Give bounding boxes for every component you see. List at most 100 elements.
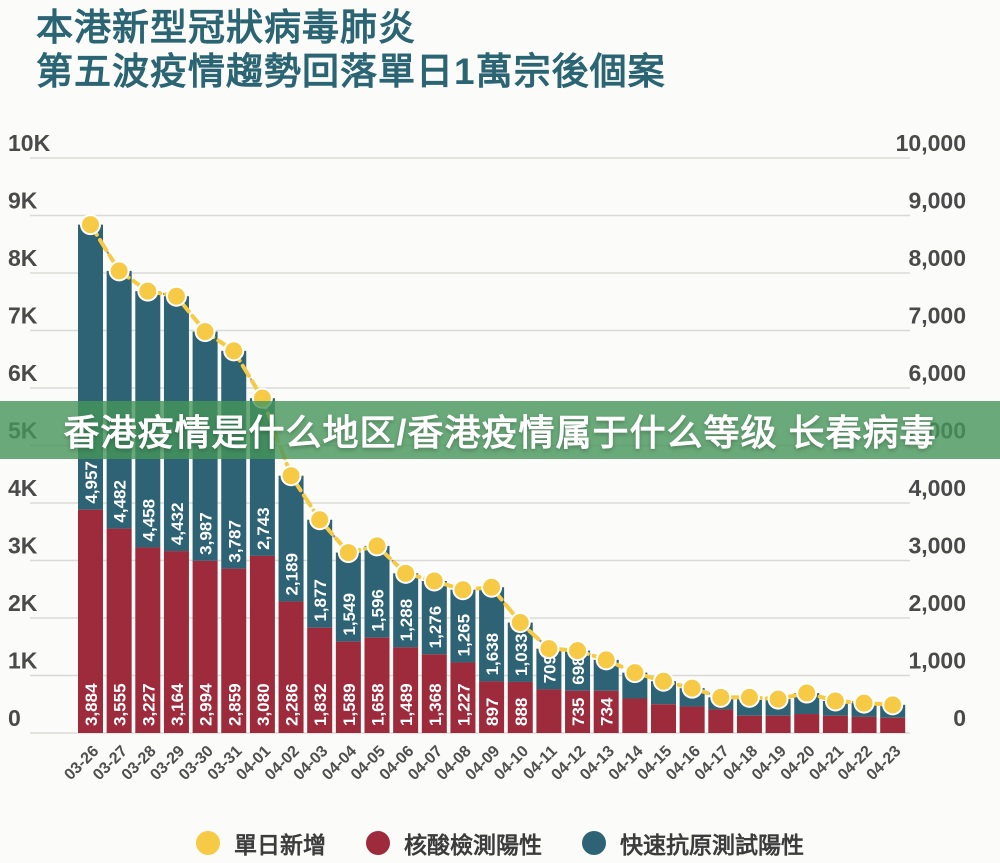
bar-value-label-rat: 1,265 <box>454 614 473 657</box>
trend-point <box>653 670 674 692</box>
y-axis-right-tick: 6,000 <box>908 360 966 386</box>
bar-segment-pcr <box>307 627 333 733</box>
trend-point <box>509 612 531 634</box>
bar-value-label-pcr: 735 <box>569 698 588 726</box>
trend-point <box>165 285 187 307</box>
trend-point <box>796 682 818 704</box>
bar-value-label-rat: 4,957 <box>82 461 101 504</box>
bar-value-label-rat: 1,288 <box>397 599 416 642</box>
bar-value-label-pcr: 734 <box>598 697 617 726</box>
bar-value-label-rat: 1,549 <box>340 593 359 636</box>
y-axis-left-tick: 10K <box>8 130 51 156</box>
bar-segment-rat <box>393 573 419 648</box>
trend-point <box>194 321 216 343</box>
bar-segment-pcr <box>536 689 562 733</box>
trend-point <box>624 662 646 684</box>
bar-segment-pcr <box>593 690 619 733</box>
bar-segment-pcr <box>163 551 189 733</box>
bar-value-label-rat: 4,482 <box>111 480 130 523</box>
trend-point <box>538 638 560 660</box>
trend-point <box>710 686 732 708</box>
trend-point <box>309 509 331 531</box>
trend-point <box>595 649 617 671</box>
y-axis-left-tick: 7K <box>8 303 38 329</box>
bar-segment-pcr <box>622 698 648 733</box>
bar-segment-pcr <box>565 690 591 733</box>
trend-point <box>767 688 789 710</box>
legend-swatch-icon <box>196 831 220 855</box>
chart-title-line2: 第五波疫情趨勢回落單日1萬宗後個案 <box>36 50 666 92</box>
trend-point <box>366 535 388 557</box>
bar-value-label-pcr: 3,227 <box>139 683 158 726</box>
trend-point <box>395 562 417 584</box>
bar-value-label-rat: 2,743 <box>254 507 273 550</box>
legend-item-0: 單日新增 <box>196 826 326 860</box>
trend-point <box>452 579 474 601</box>
trend-point <box>882 694 904 716</box>
trend-point <box>280 465 302 487</box>
y-axis-left-tick: 9K <box>8 188 38 214</box>
bar-segment-pcr <box>794 714 820 733</box>
bar-segment-pcr <box>421 654 447 733</box>
bar-segment-rat <box>78 224 103 510</box>
legend-swatch-icon <box>366 831 390 855</box>
y-axis-right-tick: 1,000 <box>908 648 966 674</box>
bar-segment-pcr <box>880 717 906 733</box>
bar-value-label-rat: 1,877 <box>311 579 330 622</box>
bar-value-label-pcr: 1,368 <box>426 683 445 726</box>
trend-point <box>567 640 589 662</box>
bar-segment-pcr <box>364 637 390 733</box>
y-axis-right-tick: 7,000 <box>908 303 966 329</box>
bar-segment-pcr <box>393 647 419 733</box>
bar-segment-pcr <box>851 716 877 733</box>
y-axis-left-tick: 0 <box>8 705 21 731</box>
y-axis-left-tick: 6K <box>8 360 38 386</box>
chart-legend: 單日新增 核酸檢測陽性 快速抗原測試陽性 <box>0 826 1000 860</box>
bar-segment-rat <box>106 270 132 529</box>
bar-value-label-rat: 1,276 <box>426 606 445 649</box>
bar-segment-rat <box>364 545 390 638</box>
bar-value-label-rat: 3,787 <box>225 520 244 563</box>
bar-value-label-rat: 698 <box>569 656 588 684</box>
bar-value-label-pcr: 1,832 <box>311 683 330 726</box>
bar-value-label-pcr: 2,859 <box>225 683 244 726</box>
bar-value-label-pcr: 1,489 <box>397 683 416 726</box>
bar-segment-pcr <box>765 715 791 733</box>
bar-value-label-pcr: 897 <box>483 698 502 726</box>
bar-value-label-rat: 4,432 <box>168 503 187 546</box>
trend-point <box>80 214 101 236</box>
legend-label: 快速抗原測試陽性 <box>620 832 804 858</box>
chart-title-line1: 本港新型冠狀病毒肺炎 <box>36 7 416 48</box>
y-axis-left-tick: 8K <box>8 245 38 271</box>
y-axis-left-tick: 2K <box>8 590 38 616</box>
y-axis-right-tick: 8,000 <box>908 245 966 271</box>
bar-value-label-pcr: 1,589 <box>340 683 359 726</box>
bar-segment-rat <box>278 475 304 602</box>
trend-point <box>137 280 159 302</box>
y-axis-left-tick: 4K <box>8 475 38 501</box>
bar-value-label-rat: 3,987 <box>197 512 216 555</box>
bar-segment-pcr <box>479 681 505 733</box>
bar-segment-pcr <box>822 715 848 733</box>
chart-title: 本港新型冠狀病毒肺炎 第五波疫情趨勢回落單日1萬宗後個案 <box>36 6 666 93</box>
bar-segment-rat <box>450 589 476 663</box>
y-axis-right-tick: 0 <box>953 705 966 731</box>
legend-item-2: 快速抗原測試陽性 <box>582 826 804 860</box>
bar-segment-pcr <box>708 709 734 733</box>
bar-value-label-pcr: 888 <box>512 698 531 726</box>
trend-point <box>108 260 130 282</box>
legend-item-1: 核酸檢測陽性 <box>366 826 542 860</box>
legend-swatch-icon <box>582 831 606 855</box>
legend-label: 單日新增 <box>234 832 326 858</box>
trend-point <box>423 570 445 592</box>
trend-point <box>824 690 846 712</box>
trend-point <box>337 542 359 564</box>
bar-segment-pcr <box>507 681 533 733</box>
bar-segment-pcr <box>106 528 132 733</box>
bar-segment-pcr <box>135 547 161 733</box>
bar-value-label-pcr: 2,286 <box>283 683 302 726</box>
bar-segment-rat <box>479 587 505 682</box>
bar-value-label-pcr: 3,164 <box>168 683 187 726</box>
